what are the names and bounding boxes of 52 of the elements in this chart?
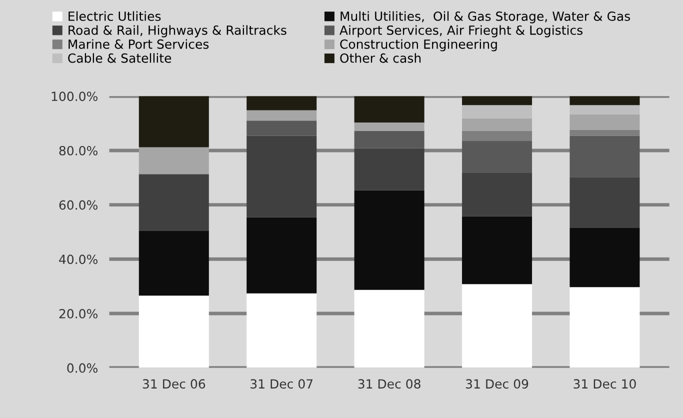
legend-label: Road & Rail, Highways & Railtracks bbox=[68, 25, 286, 38]
bar bbox=[570, 105, 640, 114]
legend-label: Cable & Satellite bbox=[68, 53, 172, 63]
bar bbox=[246, 110, 317, 121]
bar bbox=[462, 130, 532, 141]
bar bbox=[354, 96, 424, 122]
bar bbox=[462, 105, 532, 118]
y-tick-label: 0.0% bbox=[67, 363, 98, 373]
bar bbox=[462, 140, 532, 174]
y-tick-label: 20.0% bbox=[59, 308, 98, 318]
bar bbox=[246, 120, 317, 136]
legend-label: Construction Engineering bbox=[340, 39, 497, 52]
x-tick-label: 31 Dec 07 bbox=[250, 379, 313, 389]
legend-label: Electric Utlities bbox=[68, 11, 161, 21]
bar bbox=[462, 96, 532, 106]
bar bbox=[570, 96, 640, 106]
bar bbox=[354, 148, 424, 190]
bar bbox=[246, 136, 317, 218]
bar bbox=[354, 290, 424, 368]
y-tick-label: 60.0% bbox=[59, 200, 98, 210]
x-tick-label: 31 Dec 09 bbox=[466, 379, 528, 389]
bar bbox=[462, 173, 532, 216]
bar bbox=[138, 174, 209, 231]
bar bbox=[354, 130, 424, 148]
x-tick-label: 31 Dec 08 bbox=[358, 379, 420, 389]
bar bbox=[246, 217, 317, 294]
y-tick-label: 80.0% bbox=[59, 146, 98, 156]
y-tick-label: 100.0% bbox=[52, 92, 98, 102]
bar bbox=[570, 114, 640, 130]
bar bbox=[462, 216, 532, 284]
bar bbox=[246, 96, 317, 110]
bar bbox=[570, 136, 640, 178]
bar bbox=[138, 230, 209, 296]
bar bbox=[570, 177, 640, 228]
legend-label: Marine & Port Services bbox=[68, 39, 209, 49]
legend-label: Airport Services, Air Frieght & Logistics bbox=[340, 25, 583, 38]
x-tick-label: 31 Dec 10 bbox=[574, 379, 636, 389]
bar bbox=[462, 118, 532, 131]
bar bbox=[462, 284, 532, 368]
bar bbox=[138, 296, 209, 368]
bar bbox=[570, 130, 640, 136]
bar bbox=[246, 293, 317, 368]
y-tick-label: 40.0% bbox=[59, 254, 98, 264]
bar bbox=[570, 228, 640, 288]
legend-label: Multi Utilities, Oil & Gas Storage, Water & Gas bbox=[340, 11, 630, 24]
bar bbox=[570, 287, 640, 368]
bar bbox=[138, 96, 209, 148]
bar bbox=[354, 190, 424, 290]
bar bbox=[138, 147, 209, 174]
x-tick-label: 31 Dec 06 bbox=[142, 379, 206, 389]
bar bbox=[354, 122, 424, 131]
legend-label: Other & cash bbox=[340, 53, 421, 63]
